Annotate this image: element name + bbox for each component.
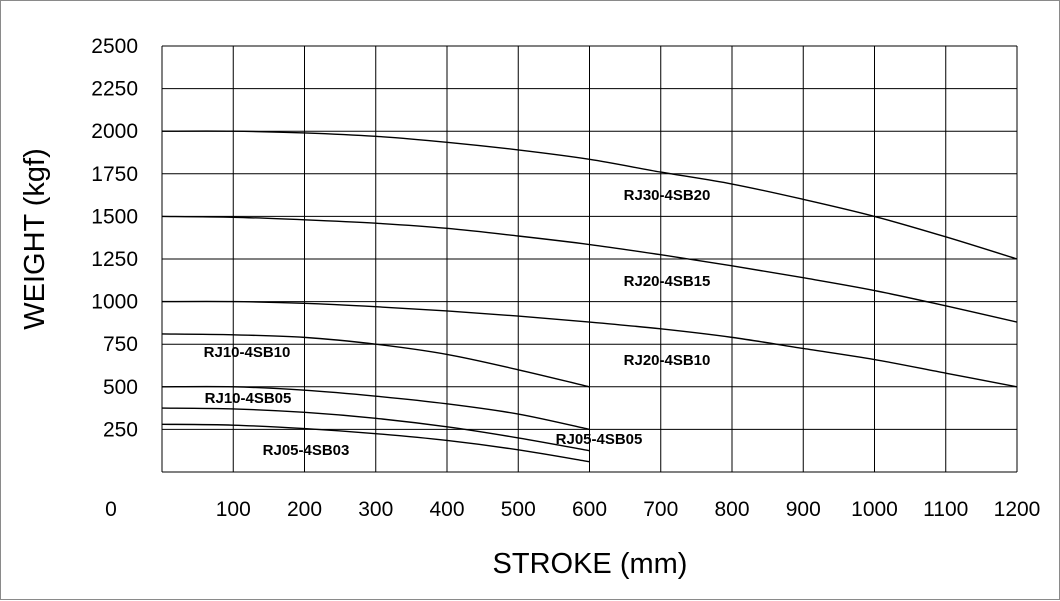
series-curves bbox=[161, 130, 1018, 463]
series-labels: RJ30-4SB20 RJ20-4SB15 RJ20-4SB10 RJ10-4SB10… bbox=[204, 187, 711, 459]
series-label: RJ05-4SB05 bbox=[556, 431, 643, 448]
y-tick-label: 1750 bbox=[91, 163, 138, 186]
x-tick-label: 300 bbox=[358, 498, 393, 521]
x-tick-label: 0 bbox=[105, 498, 117, 521]
tick-labels: 0 100 200 300 400 500 600 700 800 900 1000 1100 1200… bbox=[91, 35, 1040, 521]
series-line-rj10-4sb10 bbox=[161, 333, 590, 388]
x-tick-label: 200 bbox=[287, 498, 322, 521]
y-tick-label: 2000 bbox=[91, 120, 138, 143]
x-tick-label: 600 bbox=[572, 498, 607, 521]
series-label: RJ30-4SB20 bbox=[624, 187, 711, 204]
y-tick-label: 250 bbox=[103, 418, 138, 441]
y-tick-label: 1250 bbox=[91, 248, 138, 271]
series-line-rj20-4sb15 bbox=[161, 215, 1018, 323]
y-tick-label: 500 bbox=[103, 376, 138, 399]
grid bbox=[161, 45, 1018, 473]
x-tick-label: 1000 bbox=[851, 498, 898, 521]
series-label: RJ10-4SB10 bbox=[204, 344, 291, 361]
series-line-rj05-4sb05 bbox=[161, 407, 590, 452]
y-tick-label: 1500 bbox=[91, 205, 138, 228]
series-line-rj30-4sb20 bbox=[161, 130, 1018, 260]
series-label: RJ05-4SB03 bbox=[263, 442, 350, 459]
x-tick-label: 900 bbox=[786, 498, 821, 521]
y-tick-label: 2250 bbox=[91, 78, 138, 101]
x-tick-label: 800 bbox=[714, 498, 749, 521]
x-tick-label: 700 bbox=[643, 498, 678, 521]
y-tick-label: 1000 bbox=[91, 291, 138, 314]
x-tick-label: 400 bbox=[429, 498, 464, 521]
series-label: RJ20-4SB15 bbox=[624, 273, 711, 290]
series-line-rj10-4sb05 bbox=[161, 385, 590, 431]
series-line-rj05-4sb03 bbox=[161, 423, 590, 463]
x-tick-label: 500 bbox=[501, 498, 536, 521]
x-axis-title: STROKE (mm) bbox=[493, 548, 688, 580]
y-tick-label: 2500 bbox=[91, 35, 138, 58]
x-tick-label: 1100 bbox=[923, 498, 968, 521]
y-axis-title: WEIGHT (kgf) bbox=[19, 148, 51, 330]
series-line-rj20-4sb10 bbox=[161, 300, 1018, 388]
x-tick-label: 100 bbox=[216, 498, 251, 521]
x-tick-label: 1200 bbox=[994, 498, 1041, 521]
y-tick-label: 750 bbox=[103, 333, 138, 356]
series-label: RJ20-4SB10 bbox=[624, 352, 711, 369]
series-label: RJ10-4SB05 bbox=[205, 390, 292, 407]
